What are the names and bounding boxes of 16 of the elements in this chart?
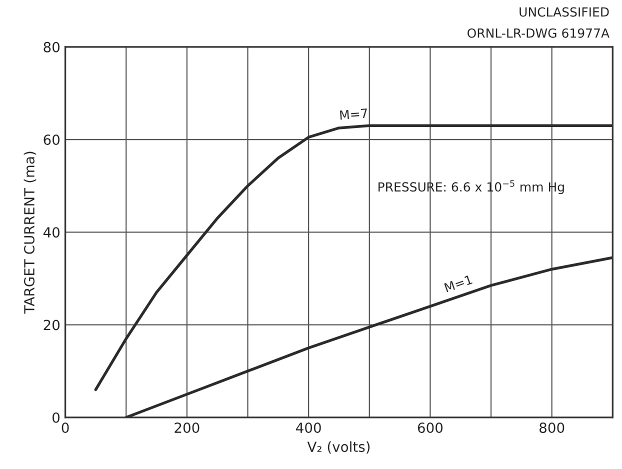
text: M=1 bbox=[444, 274, 472, 292]
y-axis-title: TARGET CURRENT (ma) bbox=[24, 152, 36, 314]
x-tick-label: 800 bbox=[540, 422, 564, 434]
x-tick-label: 200 bbox=[174, 422, 200, 434]
y-tick-label: 60 bbox=[44, 134, 60, 145]
y-tick-label: 80 bbox=[44, 42, 60, 52]
y-tick-label: 40 bbox=[43, 227, 60, 238]
y-tick-label: 20 bbox=[44, 320, 60, 330]
text: UNCLASSIFIED bbox=[520, 7, 609, 17]
y-tick-label: 0 bbox=[52, 412, 60, 423]
x-axis-title: V₂ (volts) bbox=[307, 441, 370, 454]
x-tick-label: 400 bbox=[296, 422, 321, 434]
series-label: M=7 bbox=[340, 108, 368, 120]
x-tick-label: 0 bbox=[62, 422, 69, 434]
x-tick-label: 600 bbox=[418, 422, 443, 434]
text: ORNL-LR-DWG 61977A bbox=[468, 28, 610, 38]
